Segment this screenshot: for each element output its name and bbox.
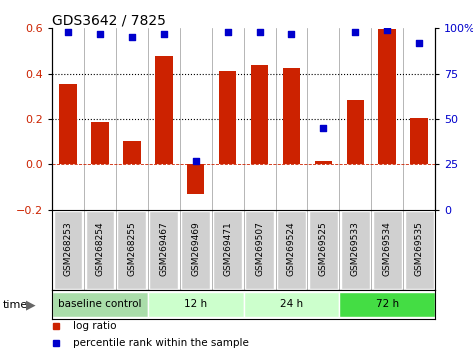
Bar	[187, 164, 204, 194]
FancyBboxPatch shape	[341, 211, 370, 289]
FancyBboxPatch shape	[277, 211, 306, 289]
Text: GSM268255: GSM268255	[127, 221, 136, 276]
Point	[384, 27, 391, 33]
FancyBboxPatch shape	[53, 211, 82, 289]
FancyBboxPatch shape	[181, 211, 210, 289]
Bar	[59, 84, 77, 164]
Point	[351, 29, 359, 35]
Point	[192, 158, 200, 164]
FancyBboxPatch shape	[52, 292, 148, 317]
Bar	[411, 118, 428, 164]
Text: GSM269469: GSM269469	[191, 221, 200, 276]
Text: GDS3642 / 7825: GDS3642 / 7825	[52, 13, 166, 27]
Point	[256, 29, 263, 35]
Text: GSM269471: GSM269471	[223, 221, 232, 276]
FancyBboxPatch shape	[309, 211, 338, 289]
Text: GSM268254: GSM268254	[96, 221, 105, 276]
Text: GSM269534: GSM269534	[383, 221, 392, 276]
FancyBboxPatch shape	[340, 292, 435, 317]
Point	[160, 31, 167, 36]
Text: GSM269507: GSM269507	[255, 221, 264, 276]
FancyBboxPatch shape	[373, 211, 402, 289]
Text: GSM269535: GSM269535	[415, 221, 424, 276]
Text: time: time	[2, 299, 27, 310]
Text: baseline control: baseline control	[58, 299, 142, 309]
Text: 12 h: 12 h	[184, 299, 207, 309]
FancyBboxPatch shape	[245, 211, 274, 289]
FancyBboxPatch shape	[148, 292, 244, 317]
Bar	[378, 29, 396, 164]
FancyBboxPatch shape	[149, 211, 178, 289]
FancyBboxPatch shape	[213, 211, 242, 289]
FancyBboxPatch shape	[405, 211, 434, 289]
FancyBboxPatch shape	[117, 211, 146, 289]
Bar	[155, 56, 173, 164]
Point	[64, 29, 72, 35]
Bar	[219, 72, 236, 164]
Text: 24 h: 24 h	[280, 299, 303, 309]
Text: GSM269467: GSM269467	[159, 221, 168, 276]
Text: log ratio: log ratio	[73, 321, 117, 331]
Text: GSM269524: GSM269524	[287, 221, 296, 276]
FancyBboxPatch shape	[244, 292, 340, 317]
Point	[96, 31, 104, 36]
Text: GSM268253: GSM268253	[63, 221, 72, 276]
Text: GSM269525: GSM269525	[319, 221, 328, 276]
Point	[415, 40, 423, 46]
Point	[128, 35, 136, 40]
Text: ▶: ▶	[26, 298, 35, 311]
Text: GSM269533: GSM269533	[351, 221, 360, 276]
Bar	[91, 122, 109, 164]
Bar	[283, 68, 300, 164]
Bar	[315, 161, 332, 164]
Point	[320, 125, 327, 131]
FancyBboxPatch shape	[86, 211, 114, 289]
Text: 72 h: 72 h	[376, 299, 399, 309]
Bar	[251, 65, 268, 164]
Point	[288, 31, 295, 36]
Text: percentile rank within the sample: percentile rank within the sample	[73, 338, 249, 348]
Bar	[347, 100, 364, 164]
Bar	[123, 141, 140, 164]
Point	[224, 29, 231, 35]
